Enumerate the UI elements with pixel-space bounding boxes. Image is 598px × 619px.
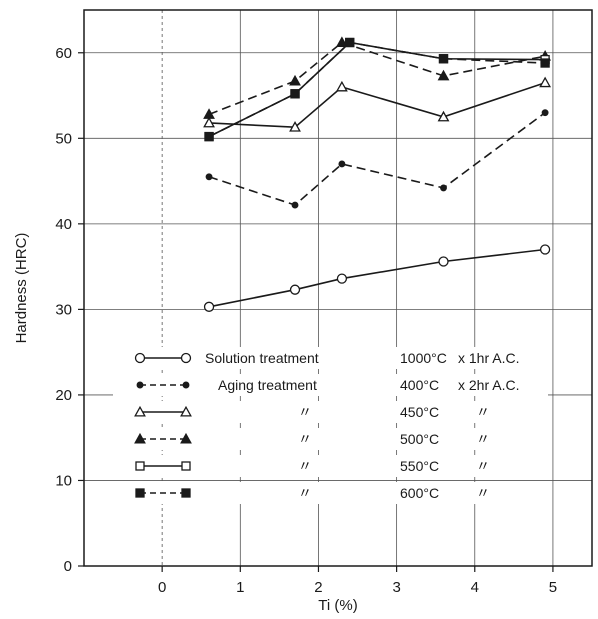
data-series [203, 36, 552, 312]
plot-frame [83, 9, 593, 567]
legend-marker-left [134, 405, 146, 417]
legend-row: Solution treatment 1000°C x 1hr A.C. [113, 347, 548, 369]
series-line [208, 248, 546, 308]
legend-marker-left [136, 381, 144, 389]
y-tick-label: 30 [55, 301, 72, 318]
data-point [437, 69, 450, 81]
x-axis-label: Ti (%) [318, 597, 357, 614]
data-point [203, 301, 215, 312]
legend-temp: 400°C [400, 377, 439, 393]
legend-time: x 2hr A.C. [458, 377, 519, 393]
legend-temp: 450°C [400, 404, 439, 420]
legend-marker-right [182, 381, 190, 389]
legend-temp: 550°C [400, 458, 439, 474]
legend-temp: 500°C [400, 431, 439, 447]
y-axis-label: Hardness (HRC) [13, 233, 30, 344]
legend-row-bg [113, 428, 548, 450]
x-tick-label: 2 [314, 579, 322, 596]
data-point [336, 273, 348, 284]
x-tick-label: 5 [549, 579, 557, 596]
data-point [204, 131, 214, 142]
data-point [541, 109, 549, 117]
legend-row: 〃 550°C 〃 [113, 455, 548, 477]
legend-marker-right [181, 488, 191, 498]
data-point [437, 110, 450, 122]
legend-marker-left [134, 352, 146, 364]
legend-marker-right [181, 461, 191, 471]
x-tick-label: 1 [236, 579, 244, 596]
legend-temp: 1000°C [400, 350, 447, 366]
series-line [208, 112, 546, 206]
legend-row: 〃 600°C 〃 [113, 482, 548, 504]
x-tick-label: 4 [471, 579, 479, 596]
x-tick-label: 0 [158, 579, 166, 596]
data-point [440, 184, 447, 192]
legend-label: 〃 [298, 485, 312, 501]
data-point [539, 76, 552, 88]
legend-marker-left [135, 461, 145, 471]
legend-row-bg [113, 347, 548, 369]
legend-label: Solution treatment [205, 350, 319, 366]
legend-label: 〃 [298, 431, 312, 447]
legend-label: 〃 [298, 458, 312, 474]
legend-time: 〃 [476, 485, 490, 501]
data-point [289, 121, 301, 132]
y-tick-label: 60 [55, 45, 72, 62]
data-point [540, 58, 550, 68]
legend-marker-right [180, 352, 192, 364]
series-0 [203, 244, 551, 312]
series-line [208, 41, 546, 138]
legend-marker-right [180, 405, 192, 417]
legend-row-bg [113, 374, 548, 396]
y-tick-label: 50 [55, 130, 72, 147]
series-line [209, 81, 546, 129]
legend-time: 〃 [476, 431, 490, 447]
data-point [438, 256, 449, 267]
legend-time: 〃 [476, 458, 490, 474]
legend-row-bg [113, 482, 548, 504]
legend-temp: 600°C [400, 485, 439, 501]
data-point [438, 54, 449, 64]
data-point [336, 80, 348, 92]
legend-row: Aging treatment 400°C x 2hr A.C. [113, 374, 548, 396]
legend-time: 〃 [476, 404, 490, 420]
series-5 [204, 37, 550, 142]
data-point [291, 201, 299, 209]
legend: Solution treatment 1000°C x 1hr A.C. Aging … [113, 347, 548, 504]
data-point [289, 284, 301, 295]
data-point [345, 37, 355, 48]
legend-marker-left [134, 432, 146, 444]
legend-label: 〃 [298, 404, 312, 420]
data-point [203, 108, 215, 119]
data-point [205, 173, 213, 181]
series-1 [205, 109, 549, 209]
legend-row-bg [113, 455, 548, 477]
series-3 [203, 36, 552, 119]
series-line [208, 41, 546, 116]
series-2 [203, 76, 552, 132]
data-point [289, 74, 301, 86]
data-point [203, 116, 215, 128]
data-point [336, 36, 348, 47]
data-point [338, 160, 346, 168]
legend-marker-left [135, 488, 145, 498]
legend-time: x 1hr A.C. [458, 350, 519, 366]
y-tick-label: 0 [64, 558, 72, 575]
legend-label: Aging treatment [218, 377, 317, 393]
data-point [290, 89, 300, 99]
series-line [208, 41, 546, 138]
legend-marker-right [180, 432, 192, 444]
legend-row: 〃 450°C 〃 [113, 401, 548, 423]
y-tick-label: 20 [55, 387, 72, 404]
legend-row-bg [113, 401, 548, 423]
x-tick-label: 3 [392, 579, 400, 596]
y-tick-label: 10 [55, 472, 72, 489]
data-point [539, 244, 551, 255]
legend-row: 〃 500°C 〃 [113, 428, 548, 450]
y-tick-label: 40 [55, 216, 72, 233]
